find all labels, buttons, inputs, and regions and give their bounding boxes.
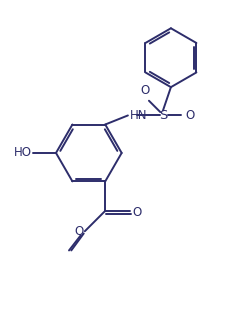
Text: S: S [158,109,167,122]
Text: O: O [185,109,194,122]
Text: HO: HO [14,146,32,159]
Text: HN: HN [130,109,147,122]
Text: O: O [140,84,149,97]
Text: O: O [74,225,83,238]
Text: O: O [131,206,141,219]
